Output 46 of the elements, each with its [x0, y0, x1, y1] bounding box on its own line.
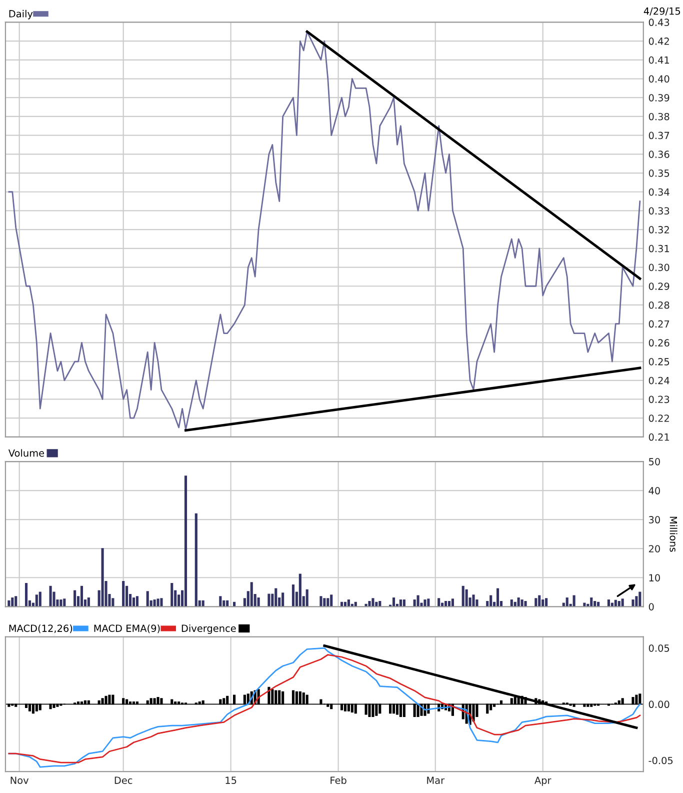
y-tick-label: 0	[648, 603, 654, 610]
line-series	[8, 30, 641, 430]
y-tick-label: 0.00	[648, 700, 670, 708]
y-tick-label: 0.39	[648, 94, 670, 102]
x-tick-label: Apr	[534, 776, 552, 786]
legend-label: Daily	[9, 10, 33, 20]
y-tick-label: 0.33	[648, 207, 670, 215]
y-tick-label: 0.37	[648, 132, 670, 140]
x-tick-label: Dec	[114, 776, 132, 784]
y-axis-title: Millions	[670, 516, 678, 552]
y-tick-label: 0.30	[648, 264, 670, 272]
y-tick-label: 0.35	[648, 169, 670, 177]
y-tick-label: 0.28	[648, 301, 670, 309]
y-tick-label: 10	[649, 574, 660, 582]
y-tick-label: 0.05	[648, 644, 670, 652]
y-tick-label: 0.25	[648, 358, 670, 366]
y-tick-label: 0.42	[648, 38, 669, 45]
y-tick-label: 0.34	[648, 188, 670, 196]
y-tick-label: -0.05	[648, 756, 673, 764]
y-tick-label: 0.27	[648, 320, 670, 328]
x-tick-label: Nov	[10, 776, 29, 784]
y-tick-label: 40	[648, 487, 660, 494]
y-tick-label: 0.40	[648, 75, 670, 83]
y-tick-label: 0.23	[648, 396, 670, 404]
y-tick-label: 0.29	[648, 282, 670, 290]
y-tick-label: 0.24	[648, 376, 670, 384]
x-tick-label: 15	[226, 776, 236, 784]
text: 4/29/15	[644, 7, 680, 16]
y-tick-label: 0.22	[648, 414, 669, 422]
x-tick-label: Mar	[427, 776, 445, 784]
y-tick-label: 0.32	[648, 226, 669, 234]
y-tick-label: 0.21	[648, 433, 669, 441]
y-tick-label: 30	[648, 516, 660, 524]
y-tick-label: 0.41	[648, 56, 669, 64]
y-tick-label: 20	[648, 545, 660, 552]
y-tick-label: 50	[648, 458, 660, 466]
y-tick-label: 0.36	[648, 150, 670, 158]
legend-label: Divergence	[182, 624, 236, 634]
legend-label: Volume	[8, 449, 44, 457]
y-tick-label: 0.26	[648, 339, 670, 347]
legend-label: MACD EMA(9)	[94, 624, 160, 634]
y-tick-label: 0.43	[648, 18, 670, 26]
legend-label: MACD(12,26)	[9, 624, 72, 634]
x-tick-label: Feb	[330, 776, 346, 784]
y-tick-label: 0.38	[648, 112, 670, 120]
y-tick-label: 0.31	[648, 244, 669, 252]
